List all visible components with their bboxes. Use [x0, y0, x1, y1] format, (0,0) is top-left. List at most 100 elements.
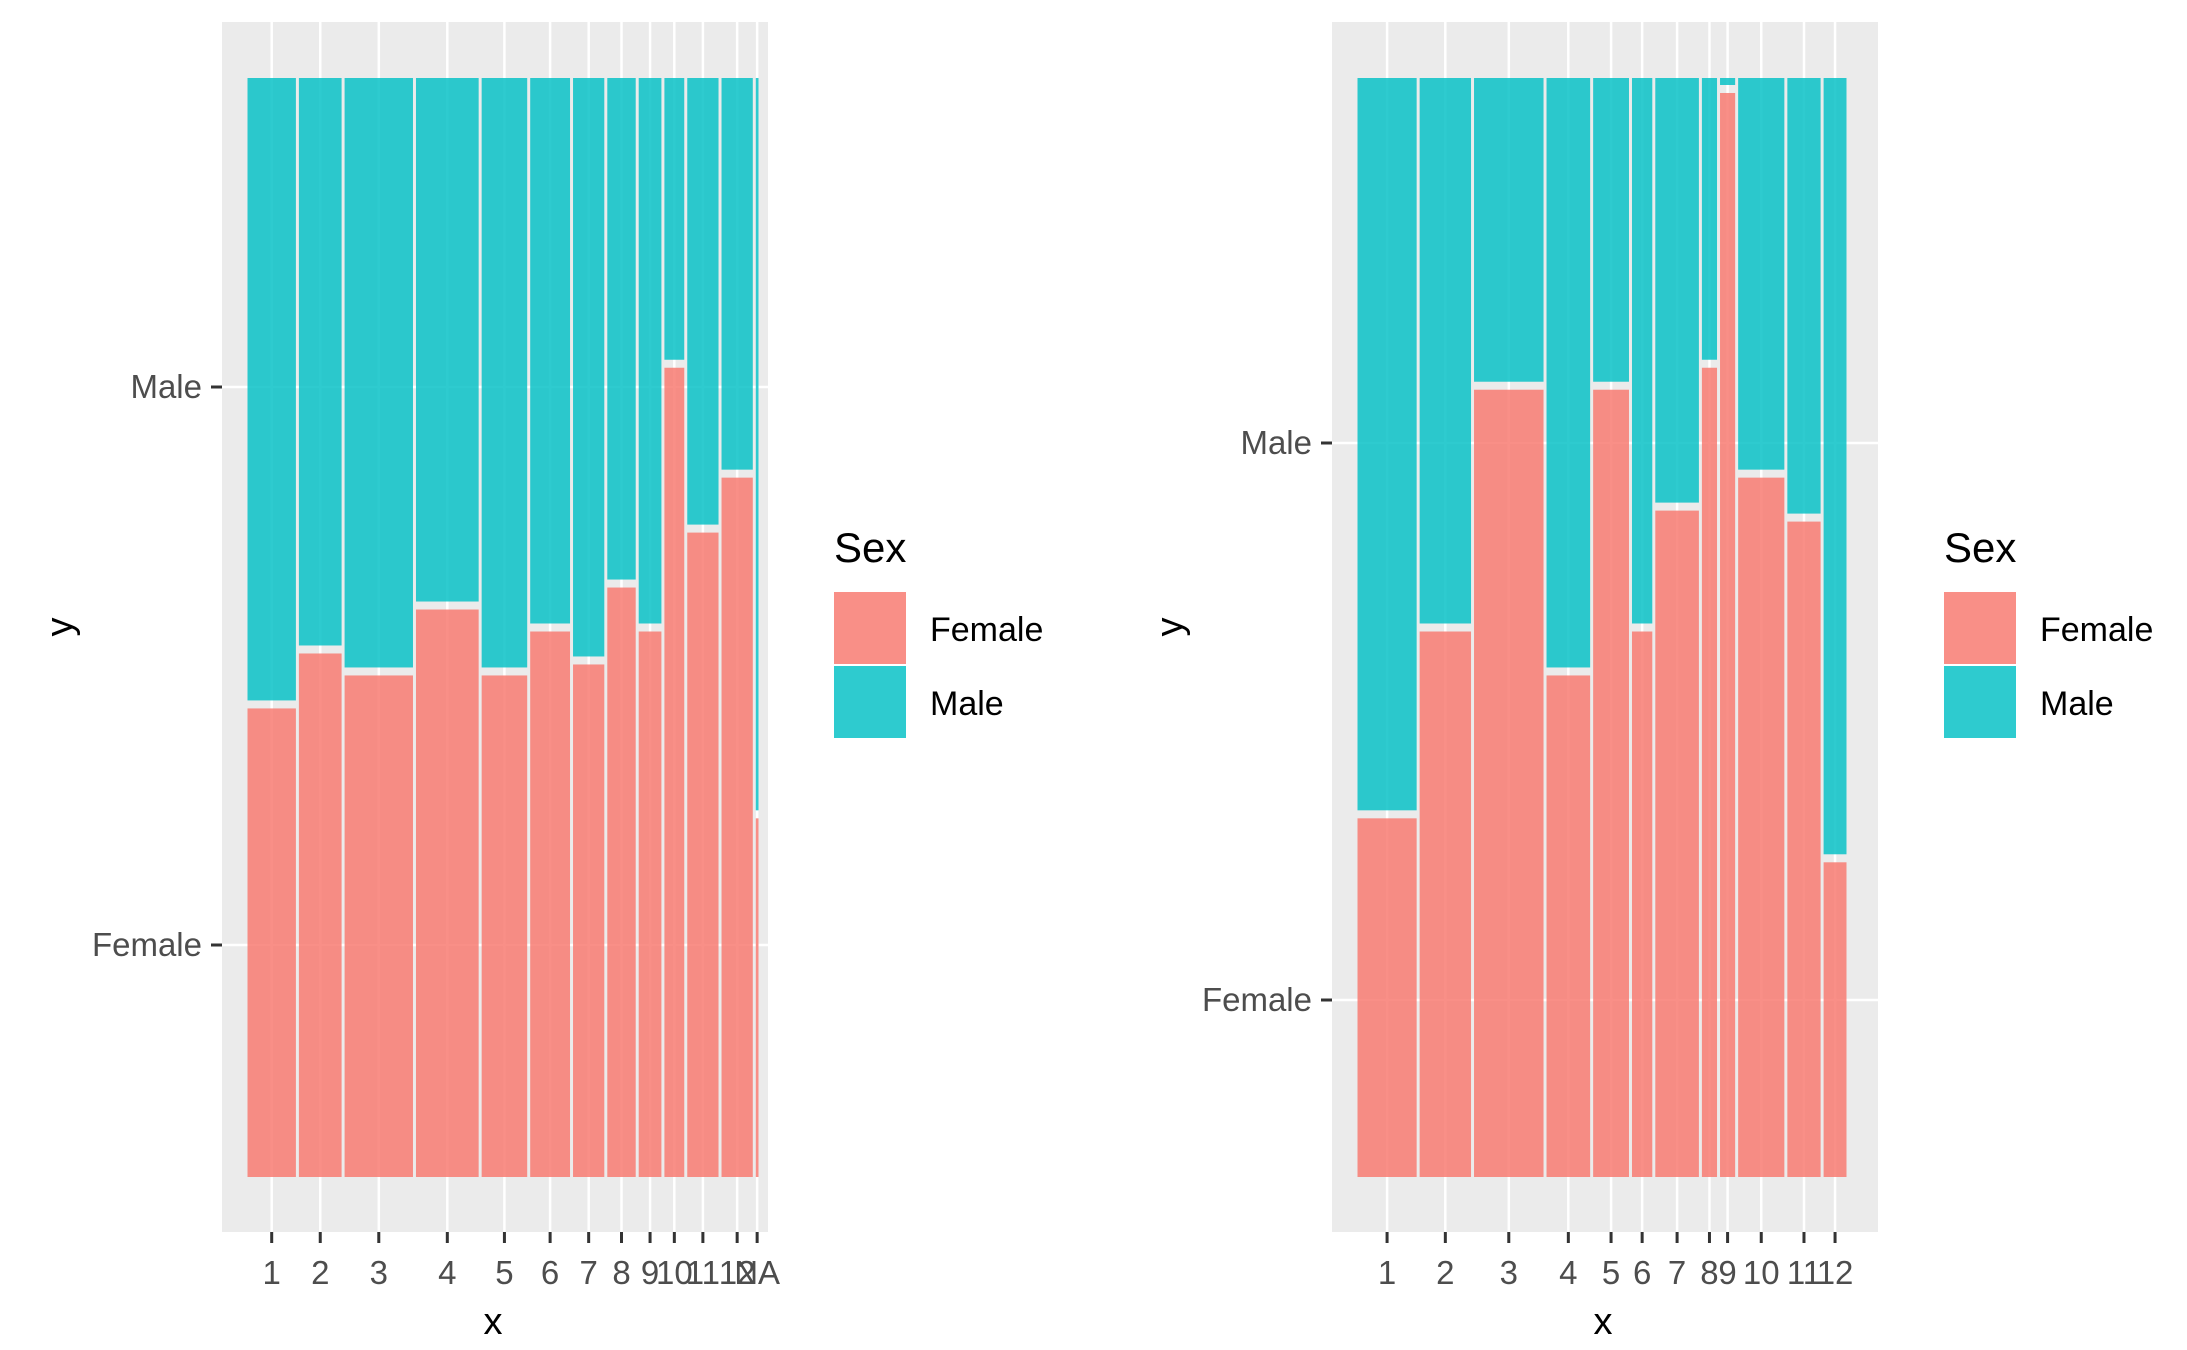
x-tick-label-5: 5 [1602, 1254, 1620, 1291]
x-tick-label-12: 12 [1817, 1254, 1854, 1291]
bar-female-NA [755, 818, 759, 1177]
bar-female-5 [1593, 389, 1629, 1178]
legend-label-female-right: Female [2040, 611, 2153, 649]
legend-right: Sex Female Male [1944, 524, 2153, 738]
bar-female-11 [1787, 521, 1821, 1177]
bar-female-1 [247, 708, 296, 1177]
bar-male-1 [247, 78, 296, 701]
bar-male-3 [1474, 78, 1544, 382]
x-tick-label-10: 10 [1743, 1254, 1780, 1291]
bar-female-8 [1701, 367, 1718, 1177]
x-tick-label-9: 9 [641, 1254, 659, 1291]
legend-title-left: Sex [834, 524, 906, 571]
bar-female-10 [664, 367, 685, 1177]
bar-male-4 [1546, 78, 1591, 668]
x-tick-label-6: 6 [1633, 1254, 1651, 1291]
x-tick-label-1: 1 [263, 1254, 281, 1291]
x-tick-label-5: 5 [495, 1254, 513, 1291]
legend-key-male-left [834, 666, 906, 738]
bar-male-1 [1357, 78, 1417, 811]
legend-key-male-right [1944, 666, 2016, 738]
bar-male-12 [1823, 78, 1847, 855]
bar-male-NA [755, 78, 759, 811]
x-tick-label-6: 6 [541, 1254, 559, 1291]
y-axis-title-right: y [1149, 618, 1191, 637]
x-axis-title-right: x [1594, 1301, 1613, 1343]
bar-male-7 [1655, 78, 1699, 503]
bar-male-9 [1720, 78, 1736, 85]
x-tick-label-2: 2 [1436, 1254, 1454, 1291]
bar-male-7 [573, 78, 605, 657]
bar-female-6 [1631, 631, 1653, 1177]
legend-key-female-right [1944, 592, 2016, 664]
bar-male-9 [638, 78, 662, 624]
bar-female-9 [638, 631, 662, 1177]
bar-female-8 [607, 587, 636, 1177]
bar-male-3 [344, 78, 413, 668]
legend-label-male-left: Male [930, 685, 1004, 723]
x-tick-label-1: 1 [1378, 1254, 1396, 1291]
legend-title-right: Sex [1944, 524, 2016, 571]
legend-label-male-right: Male [2040, 685, 2114, 723]
bars-left [247, 78, 759, 1177]
y-tick-label-female-right: Female [1202, 981, 1312, 1018]
bar-female-5 [481, 675, 528, 1177]
x-tick-label-3: 3 [1500, 1254, 1518, 1291]
x-tick-label-4: 4 [1559, 1254, 1577, 1291]
bar-female-7 [1655, 510, 1699, 1177]
x-tick-label-11: 11 [1787, 1254, 1821, 1291]
bars-right [1357, 78, 1847, 1178]
bar-male-4 [415, 78, 479, 602]
y-axis-title-left: y [39, 618, 81, 637]
y-tick-label-female-left: Female [92, 926, 202, 963]
legend-label-female-left: Female [930, 611, 1043, 649]
bar-female-12 [721, 477, 753, 1177]
x-tick-label-8: 8 [612, 1254, 630, 1291]
bar-male-8 [1701, 78, 1718, 360]
bar-female-2 [1419, 631, 1472, 1177]
x-tick-label-8: 8 [1700, 1254, 1718, 1291]
bar-female-12 [1823, 862, 1847, 1177]
bar-female-9 [1720, 92, 1736, 1178]
x-tick-label-2: 2 [311, 1254, 329, 1291]
bar-male-6 [530, 78, 571, 624]
bar-male-11 [1787, 78, 1821, 514]
bar-female-11 [687, 532, 719, 1177]
bar-female-3 [344, 675, 413, 1177]
bar-female-3 [1474, 389, 1544, 1178]
bar-male-10 [664, 78, 685, 360]
x-tick-label-3: 3 [370, 1254, 388, 1291]
bar-female-6 [530, 631, 571, 1177]
x-axis-title-left: x [484, 1301, 503, 1343]
bar-female-2 [298, 653, 342, 1177]
bar-male-5 [1593, 78, 1629, 382]
bar-male-8 [607, 78, 636, 580]
bar-female-7 [573, 664, 605, 1177]
x-tick-label-11: 11 [686, 1254, 720, 1291]
bar-male-6 [1631, 78, 1653, 624]
bar-female-1 [1357, 818, 1417, 1177]
legend-left: Sex Female Male [834, 524, 1043, 738]
bar-male-11 [687, 78, 719, 525]
bar-female-10 [1738, 477, 1785, 1177]
y-tick-label-male-left: Male [130, 368, 202, 405]
x-tick-label-NA: NA [734, 1254, 780, 1291]
bar-male-2 [1419, 78, 1472, 624]
bar-female-4 [1546, 675, 1591, 1177]
bar-female-4 [415, 609, 479, 1177]
x-tick-label-9: 9 [1718, 1254, 1736, 1291]
legend-key-female-left [834, 592, 906, 664]
y-tick-label-male-right: Male [1240, 424, 1312, 461]
bar-male-10 [1738, 78, 1785, 470]
x-tick-label-10: 10 [656, 1254, 693, 1291]
bar-male-2 [298, 78, 342, 646]
bar-male-12 [721, 78, 753, 470]
x-tick-label-12: 12 [719, 1254, 756, 1291]
x-tick-label-7: 7 [1668, 1254, 1686, 1291]
bar-male-5 [481, 78, 528, 668]
